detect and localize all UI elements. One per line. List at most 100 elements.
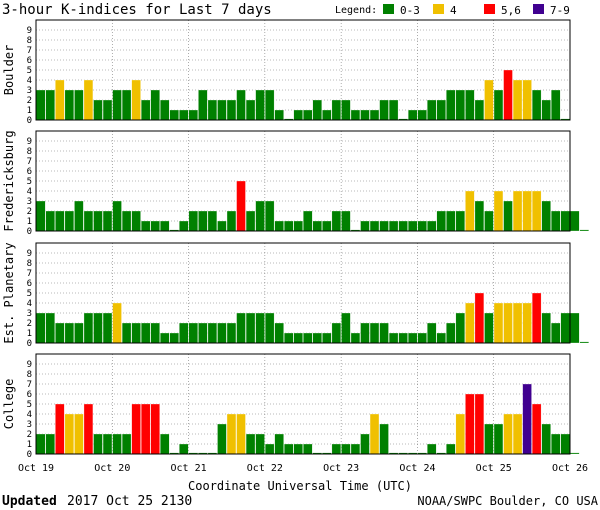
panel-border <box>35 130 571 232</box>
k-index-bar <box>360 220 370 232</box>
y-tick-label: 8 <box>27 147 32 157</box>
k-index-bar <box>293 332 303 344</box>
y-tick-label: 4 <box>27 187 32 197</box>
y-tick-label: 1 <box>27 217 32 227</box>
k-index-bar <box>427 220 437 232</box>
legend-swatch-2 <box>484 4 495 14</box>
y-tick-label: 0 <box>27 227 32 237</box>
y-tick-label: 1 <box>27 440 32 450</box>
k-index-bar <box>398 332 408 344</box>
y-tick-label: 2 <box>27 430 32 440</box>
k-index-bar <box>245 433 256 455</box>
k-index-bar <box>322 332 332 344</box>
y-tick-label: 2 <box>27 319 32 329</box>
k-index-bar <box>198 322 208 344</box>
k-index-bar <box>36 312 46 344</box>
k-index-bar <box>93 433 103 455</box>
k-index-bar <box>360 322 370 344</box>
k-index-bar <box>274 109 284 121</box>
legend-swatch-3 <box>533 4 544 14</box>
k-index-bar <box>217 322 227 344</box>
k-index-bar <box>265 443 275 455</box>
k-index-bar <box>255 312 265 344</box>
k-index-bar <box>493 302 504 344</box>
k-index-bar <box>245 312 256 344</box>
k-index-bar <box>236 180 246 232</box>
y-tick-label: 8 <box>27 259 32 269</box>
k-index-bar <box>236 413 246 455</box>
k-index-bar <box>541 99 551 121</box>
k-index-bar <box>102 433 113 455</box>
panel-label: College <box>2 379 16 430</box>
y-tick-label: 3 <box>27 86 32 96</box>
k-index-bar <box>551 210 561 232</box>
y-tick-label: 9 <box>27 360 32 370</box>
k-index-bar <box>512 79 523 121</box>
k-index-bar <box>379 220 389 232</box>
y-tick-label: 4 <box>27 299 32 309</box>
k-index-bar <box>312 220 322 232</box>
k-index-bar <box>455 89 465 121</box>
k-index-bar <box>112 433 122 455</box>
legend-item-label-1: 4 <box>450 4 457 17</box>
k-index-bar <box>417 220 427 232</box>
k-index-bar <box>493 423 504 455</box>
y-tick-label: 3 <box>27 197 32 207</box>
k-index-bar <box>417 109 427 121</box>
k-index-bar <box>198 89 208 121</box>
x-axis-label: Coordinate Universal Time (UTC) <box>188 479 412 493</box>
k-index-bar <box>532 292 542 344</box>
k-index-bar <box>560 433 570 455</box>
k-index-bar <box>341 210 351 232</box>
k-index-bar <box>83 403 94 455</box>
k-index-bar <box>265 200 275 232</box>
k-index-bar <box>312 99 322 121</box>
k-index-bar <box>398 220 408 232</box>
y-tick-label: 3 <box>27 309 32 319</box>
y-tick-label: 2 <box>27 96 32 106</box>
k-index-bar <box>379 322 389 344</box>
k-index-bar <box>446 322 456 344</box>
legend-items: 0-3 4 5,6 7-9 <box>383 4 570 17</box>
updated-value: 2017 Oct 25 2130 <box>67 494 192 509</box>
k-index-bar <box>417 332 427 344</box>
k-index-bar <box>121 210 132 232</box>
k-index-bar <box>579 229 589 232</box>
panel-border <box>35 19 571 121</box>
k-index-bar <box>45 89 55 121</box>
y-tick-label: 6 <box>27 167 32 177</box>
panel-label: Est. Planetary <box>2 242 16 343</box>
k-index-bar <box>322 220 332 232</box>
k-index-bar <box>446 443 456 455</box>
k-index-bar <box>55 210 65 232</box>
x-tick-label: Oct 20 <box>94 463 130 474</box>
k-index-bar <box>245 210 256 232</box>
k-index-bar <box>226 322 237 344</box>
k-index-bar <box>121 433 132 455</box>
k-index-bar <box>131 322 141 344</box>
k-index-bar <box>341 99 351 121</box>
k-index-bar <box>331 443 341 455</box>
k-index-bar <box>169 109 179 121</box>
k-index-bar <box>102 312 113 344</box>
k-index-bar <box>560 312 570 344</box>
chart-title: 3-hour K-indices for Last 7 days <box>2 2 272 18</box>
k-index-bar <box>408 220 418 232</box>
y-tick-label: 3 <box>27 420 32 430</box>
k-index-bar <box>379 423 389 455</box>
k-index-bar <box>331 210 341 232</box>
k-index-bar <box>45 433 55 455</box>
k-index-bar <box>274 433 284 455</box>
k-index-bar <box>160 433 170 455</box>
k-index-bar <box>455 413 465 455</box>
legend-label: Legend: <box>335 5 377 16</box>
k-index-bar <box>179 443 189 455</box>
y-tick-label: 1 <box>27 106 32 116</box>
y-tick-label: 7 <box>27 380 32 390</box>
y-tick-label: 5 <box>27 289 32 299</box>
k-index-bar <box>408 109 418 121</box>
k-index-bar <box>255 200 265 232</box>
